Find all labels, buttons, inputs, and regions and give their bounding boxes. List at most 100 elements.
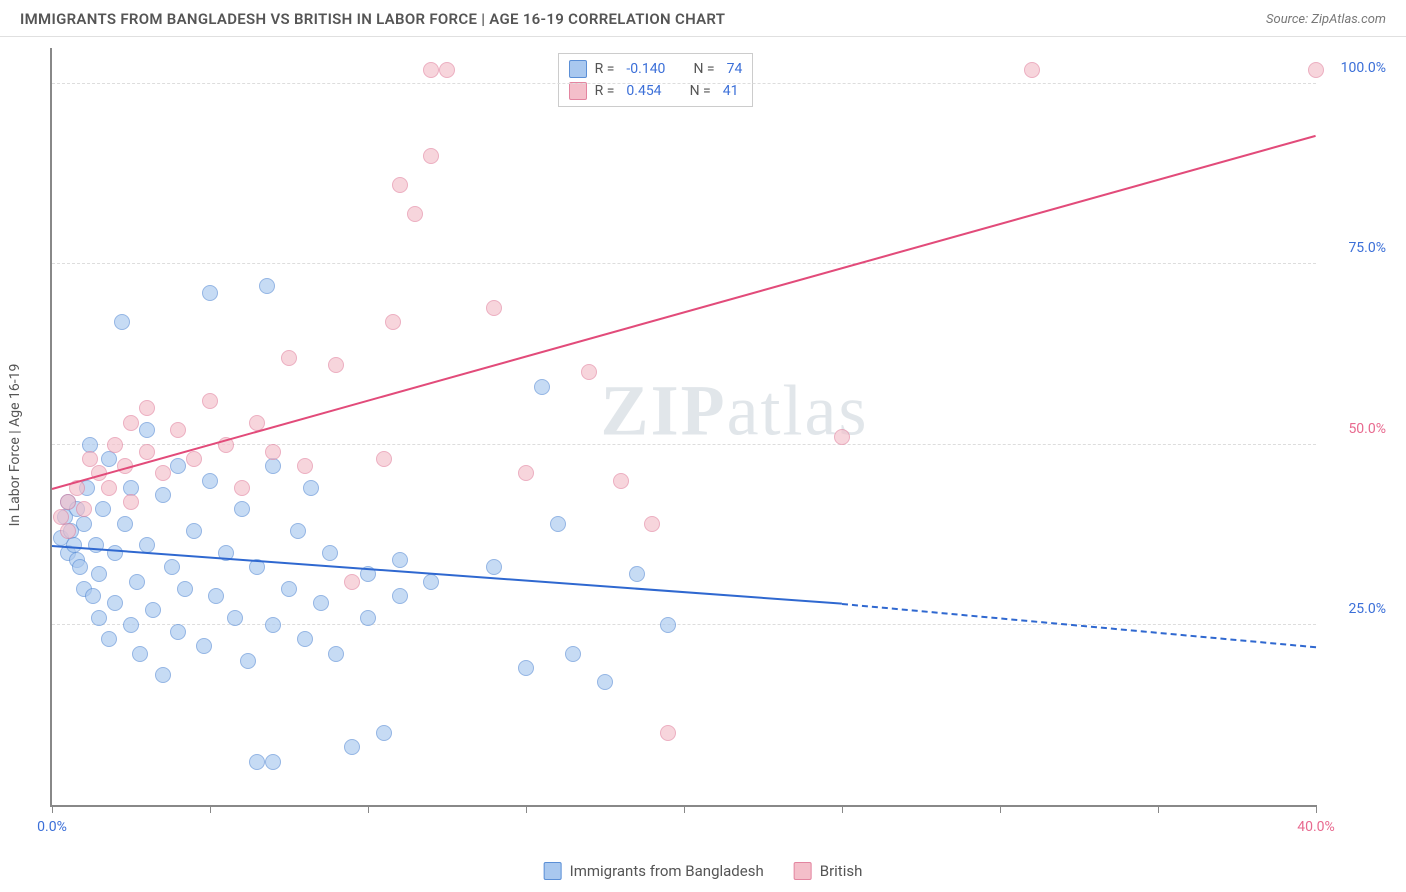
scatter-point	[202, 393, 218, 409]
scatter-point	[170, 624, 186, 640]
xtick	[52, 805, 53, 813]
scatter-point	[265, 617, 281, 633]
scatter-point	[72, 559, 88, 575]
n-label: N =	[693, 58, 714, 80]
scatter-point	[265, 444, 281, 460]
scatter-point	[76, 516, 92, 532]
scatter-point	[439, 62, 455, 78]
r-label: R =	[595, 58, 615, 80]
scatter-point	[139, 422, 155, 438]
scatter-point	[139, 400, 155, 416]
gridline	[52, 444, 1316, 445]
scatter-point	[328, 646, 344, 662]
xtick	[1000, 805, 1001, 813]
scatter-point	[82, 451, 98, 467]
scatter-point	[202, 473, 218, 489]
scatter-point	[1024, 62, 1040, 78]
scatter-point	[660, 725, 676, 741]
scatter-point	[117, 516, 133, 532]
scatter-point	[129, 574, 145, 590]
scatter-point	[344, 574, 360, 590]
scatter-point	[91, 610, 107, 626]
scatter-point	[629, 566, 645, 582]
scatter-point	[123, 617, 139, 633]
scatter-point	[95, 501, 111, 517]
scatter-point	[164, 559, 180, 575]
scatter-point	[88, 537, 104, 553]
scatter-point	[328, 357, 344, 373]
scatter-point	[155, 487, 171, 503]
scatter-point	[550, 516, 566, 532]
xtick	[842, 805, 843, 813]
gridline	[52, 83, 1316, 84]
trend-line-extrapolated	[842, 603, 1316, 648]
scatter-point	[565, 646, 581, 662]
source-label: Source: ZipAtlas.com	[1266, 12, 1386, 27]
scatter-point	[170, 422, 186, 438]
scatter-point	[423, 574, 439, 590]
gridline	[52, 624, 1316, 625]
scatter-point	[107, 545, 123, 561]
scatter-point	[265, 754, 281, 770]
scatter-point	[376, 725, 392, 741]
scatter-point	[265, 458, 281, 474]
scatter-point	[60, 494, 76, 510]
gridline	[52, 263, 1316, 264]
legend-swatch	[544, 862, 562, 880]
scatter-point	[392, 177, 408, 193]
ytick-label: 100.0%	[1326, 60, 1386, 76]
scatter-point	[297, 631, 313, 647]
scatter-point	[132, 646, 148, 662]
scatter-point	[139, 444, 155, 460]
ytick-label: 50.0%	[1326, 421, 1386, 437]
ytick-label: 75.0%	[1326, 240, 1386, 256]
scatter-point	[234, 480, 250, 496]
scatter-point	[281, 350, 297, 366]
scatter-point	[234, 501, 250, 517]
scatter-point	[249, 754, 265, 770]
scatter-point	[123, 494, 139, 510]
scatter-point	[313, 595, 329, 611]
scatter-point	[581, 364, 597, 380]
scatter-point	[186, 523, 202, 539]
title-bar: IMMIGRANTS FROM BANGLADESH VS BRITISH IN…	[0, 0, 1406, 37]
scatter-point	[486, 559, 502, 575]
scatter-point	[303, 480, 319, 496]
scatter-point	[208, 588, 224, 604]
scatter-point	[170, 458, 186, 474]
bottom-legend: Immigrants from Bangladesh British	[544, 862, 863, 880]
scatter-point	[227, 610, 243, 626]
scatter-point	[101, 451, 117, 467]
trend-line	[52, 545, 842, 605]
scatter-point	[123, 415, 139, 431]
scatter-point	[344, 739, 360, 755]
scatter-point	[407, 206, 423, 222]
scatter-point	[834, 429, 850, 445]
scatter-point	[107, 595, 123, 611]
scatter-point	[196, 638, 212, 654]
legend-item: British	[794, 862, 863, 880]
scatter-point	[76, 501, 92, 517]
scatter-point	[186, 451, 202, 467]
scatter-point	[518, 660, 534, 676]
scatter-point	[114, 314, 130, 330]
scatter-point	[101, 480, 117, 496]
legend-swatch	[569, 60, 587, 78]
scatter-point	[385, 314, 401, 330]
scatter-point	[322, 545, 338, 561]
scatter-point	[392, 588, 408, 604]
scatter-point	[423, 62, 439, 78]
y-axis-label: In Labor Force | Age 16-19	[7, 364, 23, 527]
scatter-point	[202, 285, 218, 301]
legend-label: Immigrants from Bangladesh	[570, 862, 764, 880]
scatter-point	[1308, 62, 1324, 78]
legend-swatch	[569, 82, 587, 100]
watermark: ZIPatlas	[601, 370, 869, 453]
scatter-point	[534, 379, 550, 395]
plot-region: ZIPatlas R =-0.140N =74R =0.454N =41 25.…	[50, 48, 1316, 807]
scatter-point	[281, 581, 297, 597]
scatter-point	[518, 465, 534, 481]
scatter-point	[145, 602, 161, 618]
scatter-point	[297, 458, 313, 474]
xtick	[368, 805, 369, 813]
